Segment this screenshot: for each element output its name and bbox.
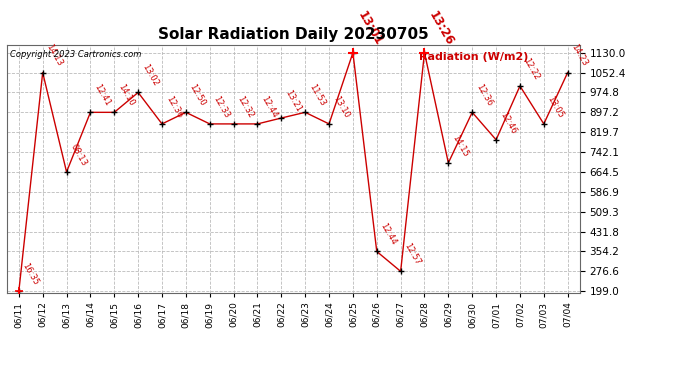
Text: 12:44: 12:44: [259, 94, 279, 119]
Text: 12:33: 12:33: [212, 94, 231, 119]
Text: Copyright 2023 Cartronics.com: Copyright 2023 Cartronics.com: [10, 50, 141, 59]
Text: 12:57: 12:57: [402, 242, 422, 267]
Title: Solar Radiation Daily 20230705: Solar Radiation Daily 20230705: [158, 27, 428, 42]
Text: 14:10: 14:10: [116, 82, 136, 108]
Text: 12:46: 12:46: [498, 110, 518, 135]
Text: 13:21: 13:21: [283, 88, 303, 113]
Text: 12:22: 12:22: [522, 56, 542, 81]
Text: 13:26: 13:26: [426, 9, 456, 48]
Text: 16:35: 16:35: [21, 261, 41, 286]
Text: 12:50: 12:50: [188, 82, 208, 108]
Text: 12:32: 12:32: [235, 94, 255, 119]
Text: 12:36: 12:36: [474, 82, 494, 108]
Text: 08:13: 08:13: [68, 142, 88, 167]
Text: 12:41: 12:41: [92, 82, 112, 108]
Text: 12:44: 12:44: [379, 222, 398, 247]
Text: 14:15: 14:15: [451, 133, 470, 158]
Text: 14:13: 14:13: [45, 43, 64, 68]
Text: 13:02: 13:02: [140, 63, 160, 88]
Text: 14:23: 14:23: [569, 43, 589, 68]
Text: 12:36: 12:36: [164, 94, 184, 119]
Text: 13:10: 13:10: [331, 94, 351, 119]
Text: 13:01: 13:01: [355, 9, 385, 48]
Text: Radiation (W/m2): Radiation (W/m2): [420, 53, 529, 62]
Text: 11:53: 11:53: [307, 82, 327, 108]
Text: 13:05: 13:05: [546, 94, 565, 119]
